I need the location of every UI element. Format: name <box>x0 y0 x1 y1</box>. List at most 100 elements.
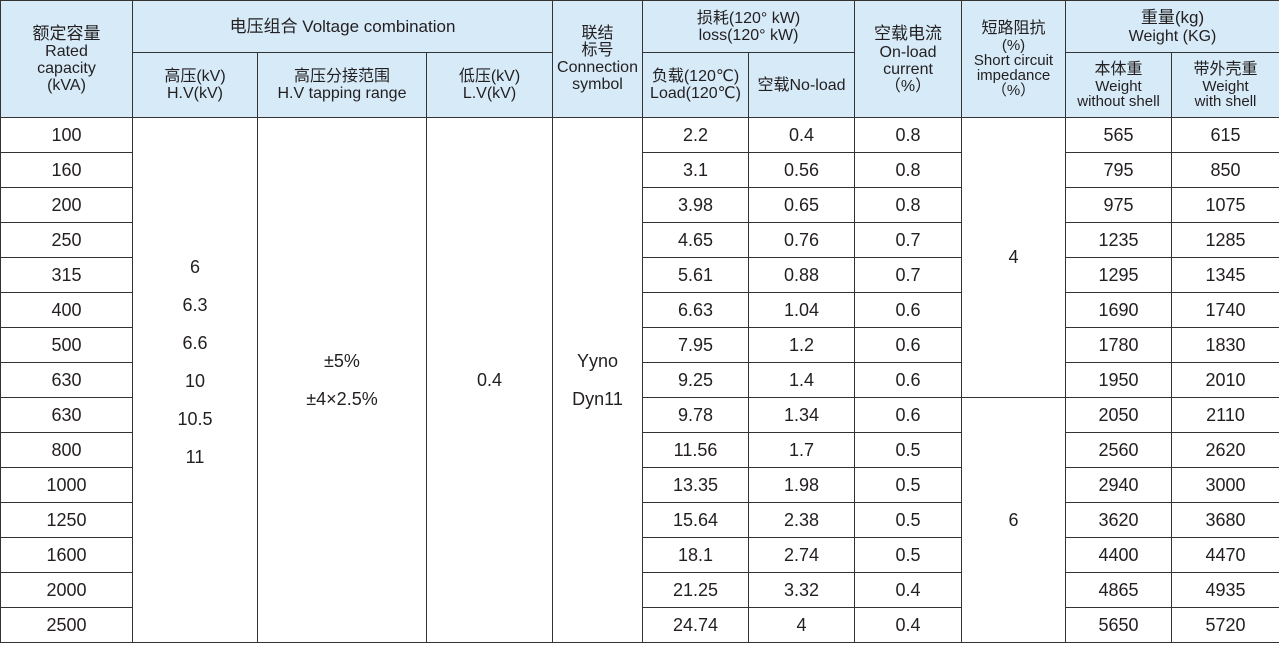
cell-no-load-loss: 1.4 <box>748 362 856 398</box>
col-voltage-combination: 电压组合 Voltage combination <box>131 0 554 53</box>
cell-connection-values: Yyno Dyn11 <box>552 117 644 643</box>
hv-value: 10 <box>184 371 206 391</box>
cell-no-load-loss: 0.65 <box>748 187 856 223</box>
cell-capacity: 200 <box>0 187 133 223</box>
col-hv: 高压(kV) H.V(kV) <box>132 52 258 118</box>
cell-no-load-current: 0.5 <box>854 502 963 538</box>
cell-capacity: 1600 <box>0 537 133 573</box>
cell-weight-shell: 1075 <box>1171 187 1279 223</box>
cell-load-loss: 11.56 <box>642 432 750 468</box>
cell-weight-shell: 1740 <box>1171 292 1279 328</box>
cell-load-loss: 5.61 <box>642 257 750 293</box>
cell-no-load-loss: 4 <box>748 607 856 643</box>
table-row: 2500 24.74 4 0.4 5650 5720 <box>0 607 1279 643</box>
cell-weight-shell: 2620 <box>1171 432 1279 468</box>
cell-weight-body: 2560 <box>1065 432 1173 468</box>
cell-load-loss: 15.64 <box>642 502 750 538</box>
cell-capacity: 315 <box>0 257 133 293</box>
cell-no-load-loss: 2.38 <box>748 502 856 538</box>
cell-capacity: 160 <box>0 152 133 188</box>
cell-weight-body: 1235 <box>1065 222 1173 258</box>
cell-load-loss: 21.25 <box>642 572 750 608</box>
cell-load-loss: 3.98 <box>642 187 750 223</box>
tapping-value: ±4×2.5% <box>306 389 378 409</box>
cell-load-loss: 9.25 <box>642 362 750 398</box>
cell-load-loss: 4.65 <box>642 222 750 258</box>
cell-load-loss: 2.2 <box>642 117 750 153</box>
cell-no-load-current: 0.8 <box>854 117 963 153</box>
cell-capacity: 2500 <box>0 607 133 643</box>
cell-weight-shell: 2010 <box>1171 362 1279 398</box>
cell-no-load-current: 0.5 <box>854 537 963 573</box>
table-row: 160 3.1 0.56 0.8 795 850 <box>0 152 1279 188</box>
header-row-2: 高压(kV) H.V(kV) 高压分接范围 H.V tapping range … <box>1 52 1279 118</box>
cell-capacity: 800 <box>0 432 133 468</box>
cell-tapping-values: ±5% ±4×2.5% <box>257 117 427 643</box>
cell-impedance-group-2: 6 <box>961 397 1067 643</box>
cell-weight-shell: 2110 <box>1171 397 1279 433</box>
header-row-1: 额定容量 Rated capacity (kVA) 电压组合 Voltage c… <box>0 0 1279 118</box>
cell-no-load-loss: 1.2 <box>748 327 856 363</box>
cell-weight-body: 1690 <box>1065 292 1173 328</box>
cell-load-loss: 9.78 <box>642 397 750 433</box>
cell-load-loss: 7.95 <box>642 327 750 363</box>
table-row: 630 9.25 1.4 0.6 1950 2010 <box>0 362 1279 398</box>
cell-weight-shell: 850 <box>1171 152 1279 188</box>
hv-value: 11 <box>185 447 205 467</box>
cell-no-load-loss: 0.56 <box>748 152 856 188</box>
cell-capacity: 250 <box>0 222 133 258</box>
table-row: 100 6 6.3 6.6 10 10.5 11 ±5% ±4×2.5% 0.4 Yyno Dyn11… <box>0 117 1279 643</box>
cell-no-load-current: 0.4 <box>854 572 963 608</box>
cell-no-load-current: 0.7 <box>854 257 963 293</box>
cell-capacity: 1000 <box>0 467 133 503</box>
cell-no-load-loss: 1.04 <box>748 292 856 328</box>
cell-weight-shell: 5720 <box>1171 607 1279 643</box>
cell-weight-shell: 3000 <box>1171 467 1279 503</box>
cell-no-load-current: 0.5 <box>854 432 963 468</box>
col-connection-symbol: 联结 标号 Connection symbol <box>552 0 644 118</box>
cell-no-load-loss: 1.34 <box>748 397 856 433</box>
col-lv: 低压(kV) L.V(kV) <box>425 52 554 118</box>
cell-no-load-current: 0.6 <box>854 327 963 363</box>
cell-capacity: 2000 <box>0 572 133 608</box>
tapping-value: ±5% <box>324 351 360 371</box>
table-row: 315 5.61 0.88 0.7 1295 1345 <box>0 257 1279 293</box>
cell-capacity: 1250 <box>0 502 133 538</box>
cell-weight-body: 3620 <box>1065 502 1173 538</box>
cell-weight-body: 4865 <box>1065 572 1173 608</box>
cell-load-loss: 6.63 <box>642 292 750 328</box>
table-row: 1000 13.35 1.98 0.5 2940 3000 <box>0 467 1279 503</box>
cell-weight-shell: 3680 <box>1171 502 1279 538</box>
cell-load-loss: 3.1 <box>642 152 750 188</box>
cell-no-load-current: 0.4 <box>854 607 963 643</box>
cell-impedance-group-1: 4 <box>961 117 1067 398</box>
col-no-load-loss: 空载No-load <box>748 52 856 118</box>
col-weight-shell: 带外壳重 Weight with shell <box>1171 52 1279 118</box>
cell-weight-body: 1780 <box>1065 327 1173 363</box>
cell-capacity: 500 <box>0 327 133 363</box>
cell-hv-values: 6 6.3 6.6 10 10.5 11 <box>132 117 258 643</box>
table-row: 500 7.95 1.2 0.6 1780 1830 <box>0 327 1279 363</box>
cell-load-loss: 18.1 <box>642 537 750 573</box>
cell-weight-body: 1950 <box>1065 362 1173 398</box>
cell-no-load-loss: 2.74 <box>748 537 856 573</box>
table-row: 250 4.65 0.76 0.7 1235 1285 <box>0 222 1279 258</box>
col-no-load-current: 空载电流 On-load current （%） <box>854 0 963 118</box>
col-weight: 重量(kg) Weight (KG) <box>1065 0 1279 53</box>
cell-no-load-current: 0.7 <box>854 222 963 258</box>
col-hv-tapping: 高压分接范围 H.V tapping range <box>257 52 427 118</box>
cell-weight-body: 565 <box>1065 117 1173 153</box>
cell-weight-body: 2050 <box>1065 397 1173 433</box>
table-body: 100 6 6.3 6.6 10 10.5 11 ±5% ±4×2.5% 0.4 Yyno Dyn11… <box>0 117 1279 643</box>
cell-load-loss: 13.35 <box>642 467 750 503</box>
cell-no-load-loss: 1.7 <box>748 432 856 468</box>
cell-capacity: 400 <box>0 292 133 328</box>
cell-weight-shell: 615 <box>1171 117 1279 153</box>
hv-value: 6.3 <box>182 295 208 315</box>
connection-value: Dyn11 <box>572 389 623 409</box>
hv-value: 6 <box>189 257 200 277</box>
cell-weight-body: 2940 <box>1065 467 1173 503</box>
cell-weight-body: 5650 <box>1065 607 1173 643</box>
cell-no-load-loss: 0.76 <box>748 222 856 258</box>
col-impedance: 短路阻抗 (%) Short circuit impedance （%） <box>961 0 1067 118</box>
